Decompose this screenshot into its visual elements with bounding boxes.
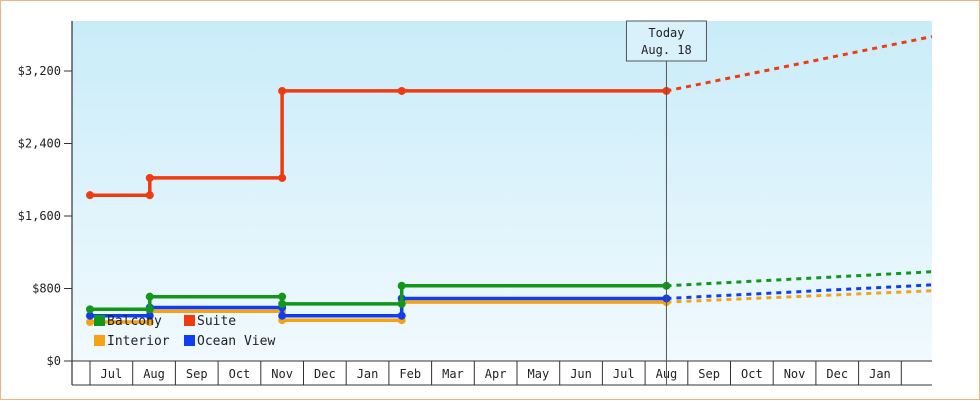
- suite-point[interactable]: [145, 191, 154, 200]
- y-tick-label: $0: [47, 354, 61, 368]
- x-tick-label: Jul: [101, 367, 123, 381]
- x-tick-label: Oct: [229, 367, 251, 381]
- y-tick-label: $800: [32, 282, 61, 296]
- balcony-point[interactable]: [86, 305, 94, 314]
- plot-background: [72, 21, 932, 361]
- series-layer: [86, 35, 933, 327]
- axis-layer: $0 $800 $1,600 $2,400 $3,200 Jul Aug Sep Oct Nov D…: [18, 21, 932, 386]
- x-tick-label: Jun: [570, 367, 592, 381]
- y-tick-label: $3,200: [18, 64, 61, 78]
- today-date-label: Aug. 18: [641, 43, 692, 57]
- suite-point[interactable]: [397, 86, 406, 95]
- x-tick-label: Dec: [314, 367, 336, 381]
- x-tick-label: Sep: [698, 367, 720, 381]
- suite-point[interactable]: [86, 191, 94, 200]
- legend-swatch-interior: [94, 335, 105, 346]
- interior-forecast-line: [666, 289, 933, 304]
- x-tick-label: Apr: [485, 367, 507, 381]
- interior-point[interactable]: [145, 318, 154, 327]
- ocean-view-point[interactable]: [86, 311, 94, 320]
- legend-label-interior: Interior: [107, 334, 170, 349]
- interior-point[interactable]: [86, 318, 94, 327]
- y-tick-label: $2,400: [18, 137, 61, 151]
- balcony-point[interactable]: [145, 305, 154, 314]
- balcony-forecast-line: [666, 270, 933, 288]
- suite-point[interactable]: [278, 173, 287, 182]
- x-tick-label: Oct: [741, 367, 763, 381]
- y-tick-label: $1,600: [18, 209, 61, 223]
- x-tick-label: Jan: [869, 367, 891, 381]
- legend: Balcony Suite Interior Ocean View: [94, 314, 275, 349]
- ocean-view-forecast-line: [666, 283, 933, 300]
- ocean-view-point[interactable]: [145, 311, 154, 320]
- legend-swatch-ocean-view: [184, 335, 195, 346]
- balcony-point[interactable]: [278, 299, 287, 308]
- ocean-view-point[interactable]: [278, 311, 287, 320]
- suite-point[interactable]: [278, 86, 287, 95]
- today-box: [625, 20, 707, 62]
- balcony-point[interactable]: [397, 299, 406, 308]
- legend-swatch-suite: [184, 315, 195, 326]
- x-tick-label: Nov: [784, 367, 806, 381]
- ocean-view-point[interactable]: [397, 311, 406, 320]
- x-tick-label: May: [528, 367, 550, 381]
- x-tick-label: Jul: [613, 367, 635, 381]
- x-tick-label: Nov: [271, 367, 293, 381]
- balcony-point[interactable]: [145, 292, 154, 301]
- legend-label-suite: Suite: [197, 314, 236, 329]
- legend-label-balcony: Balcony: [107, 314, 162, 329]
- x-tick-label: Aug: [143, 367, 165, 381]
- x-tick-label: Dec: [826, 367, 848, 381]
- x-tick-label: Feb: [399, 367, 421, 381]
- today-label: Today: [648, 26, 684, 40]
- x-tick-label: Sep: [186, 367, 208, 381]
- legend-swatch-balcony: [94, 315, 105, 326]
- x-tick-label: Mar: [442, 367, 464, 381]
- balcony-point[interactable]: [397, 281, 406, 290]
- balcony-point[interactable]: [278, 292, 287, 301]
- x-tick-label: Jan: [357, 367, 379, 381]
- today-marker: Today Aug. 18: [625, 20, 707, 385]
- legend-label-ocean-view: Ocean View: [197, 334, 275, 349]
- suite-point[interactable]: [145, 173, 154, 182]
